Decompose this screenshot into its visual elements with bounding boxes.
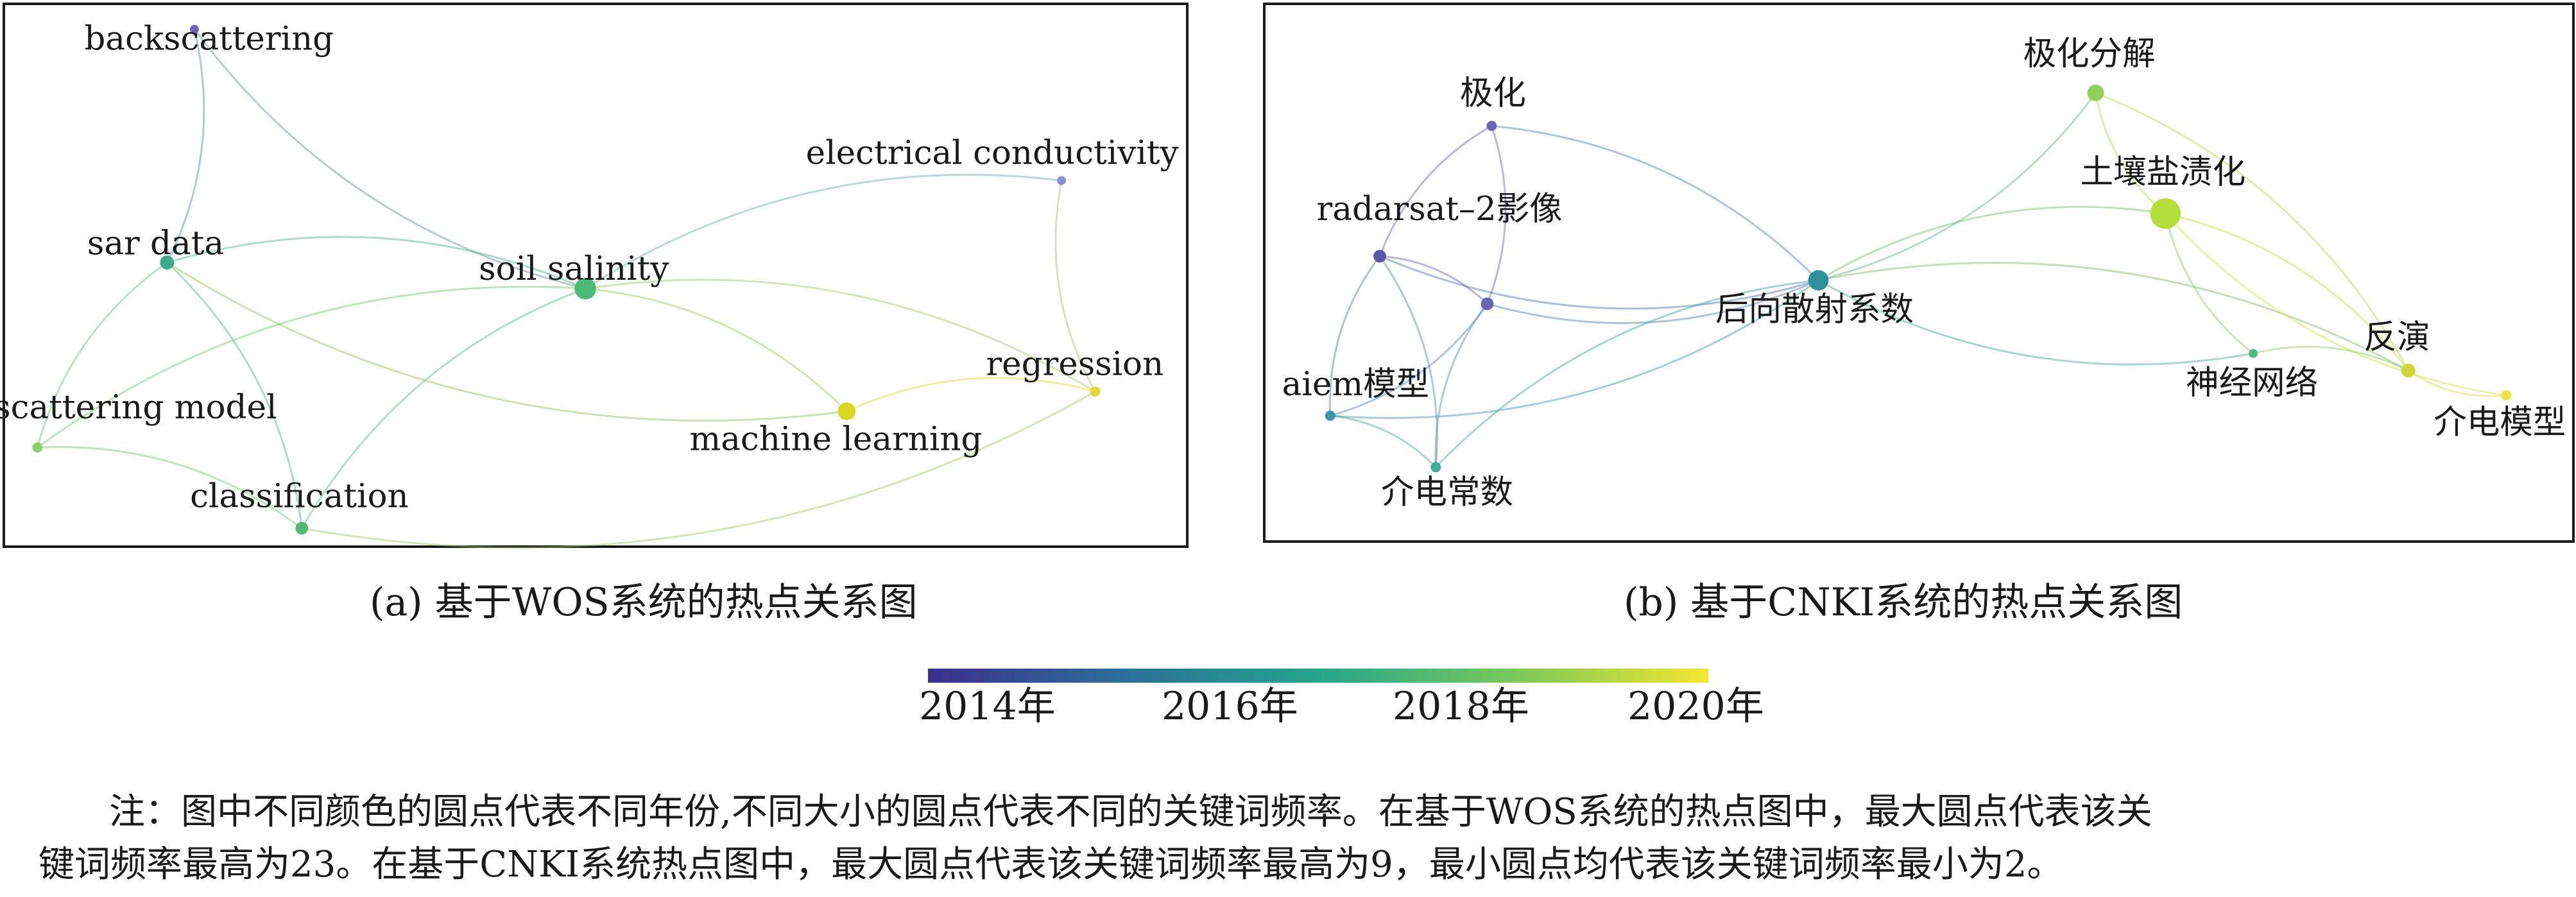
- node-machine_learning[interactable]: [837, 402, 856, 420]
- edge-radarsat-aiem: [1328, 255, 1381, 416]
- edge-soil_salinity-electrical_conductivity: [585, 173, 1062, 290]
- figure-note: 注：图中不同颜色的圆点代表不同年份,不同大小的圆点代表不同的关键词频率。在基于W…: [39, 786, 2541, 891]
- node-label-machine_learning: machine learning: [689, 420, 982, 458]
- node-jiedian_moxing[interactable]: [2501, 390, 2512, 401]
- edge-sar_data-scattering_model: [36, 261, 168, 448]
- node-label-jiedian_changshu: 介电常数: [1381, 474, 1513, 512]
- node-jihua[interactable]: [1486, 121, 1497, 132]
- node-label-sar_data: sar data: [87, 224, 224, 262]
- node-label-houxiang: 后向散射系数: [1715, 290, 1914, 329]
- edge-electrical_conductivity-regression: [1054, 180, 1096, 392]
- node-aiem[interactable]: [1325, 410, 1335, 421]
- node-label-radarsat: radarsat–2影像: [1317, 190, 1563, 228]
- colorbar-tick-2018: 2018年: [1393, 684, 1529, 729]
- edge-unlabeled-aiem: [1330, 303, 1488, 417]
- edge-soil_salinity-regression: [585, 278, 1096, 393]
- edge-radarsat-unlabeled: [1379, 255, 1488, 305]
- edge-soil_salinity-scattering_model: [37, 286, 586, 448]
- node-shenjing[interactable]: [2249, 348, 2258, 358]
- edge-soil_salinity-classification: [301, 287, 586, 529]
- node-jiedian_changshu[interactable]: [1430, 462, 1441, 473]
- edge-machine_learning-regression: [846, 377, 1095, 413]
- node-label-regression: regression: [986, 345, 1164, 384]
- edge-fanyan-jiedian_moxing: [2407, 370, 2507, 397]
- edge-jihua_fenjie-turang: [2094, 92, 2167, 215]
- edge-radarsat-jiedian_changshu: [1378, 255, 1438, 468]
- edge-houxiang-shenjing: [1817, 279, 2254, 366]
- edge-jihua-radarsat: [1378, 124, 1493, 257]
- node-backscattering[interactable]: [190, 24, 199, 34]
- node-unlabeled[interactable]: [1481, 297, 1494, 311]
- edge-scattering_model-classification: [37, 446, 303, 529]
- edges: [1328, 92, 2507, 468]
- colorbar-tick-2014: 2014年: [919, 684, 1056, 729]
- node-electrical_conductivity[interactable]: [1057, 176, 1067, 185]
- edges: [36, 28, 1096, 549]
- node-label-fanyan: 反演: [2364, 318, 2430, 357]
- node-label-scattering_model: scattering model: [0, 388, 277, 427]
- colorbar-tick-2016: 2016年: [1162, 684, 1298, 729]
- edge-aiem-houxiang: [1330, 279, 1819, 419]
- panel-wos-network: backscattering sar data soil salinity elect…: [0, 3, 1189, 549]
- node-label-soil_salinity: soil salinity: [479, 250, 669, 288]
- node-scattering_model[interactable]: [32, 442, 43, 453]
- node-label-shenjing: 神经网络: [2186, 364, 2318, 402]
- node-soil_salinity[interactable]: [574, 277, 596, 300]
- edge-backscattering-sar_data: [166, 29, 205, 263]
- edge-sar_data-soil_salinity: [166, 235, 586, 290]
- edge-backscattering-soil_salinity: [193, 28, 586, 290]
- node-radarsat[interactable]: [1373, 250, 1386, 263]
- node-label-electrical_conductivity: electrical conductivity: [806, 134, 1179, 173]
- node-regression[interactable]: [1090, 386, 1101, 397]
- edge-soil_salinity-machine_learning: [585, 287, 848, 413]
- node-label-jiedian_moxing: 介电模型: [2434, 404, 2566, 442]
- node-label-aiem: aiem模型: [1282, 365, 1429, 404]
- edge-turang-jiedian_moxing: [2165, 212, 2507, 397]
- caption-wos: (a) 基于WOS系统的热点关系图: [370, 580, 918, 625]
- node-label-turang: 土壤盐渍化: [2081, 153, 2246, 191]
- note-line-1: 注：图中不同颜色的圆点代表不同年份,不同大小的圆点代表不同的关键词频率。在基于W…: [109, 791, 2152, 833]
- node-label-backscattering: backscattering: [84, 19, 334, 58]
- edge-classification-regression: [302, 390, 1096, 549]
- node-jihua_fenjie[interactable]: [2087, 84, 2104, 101]
- colorbar-tick-2020: 2020年: [1627, 684, 1764, 729]
- node-fanyan[interactable]: [2401, 363, 2416, 378]
- wos-network-graph: backscattering sar data soil salinity elect…: [0, 19, 1179, 549]
- node-label-jihua_fenjie: 极化分解: [2023, 35, 2155, 73]
- node-houxiang[interactable]: [1808, 270, 1829, 291]
- node-label-classification: classification: [190, 477, 409, 516]
- caption-cnki: (b) 基于CNKI系统的热点关系图: [1624, 580, 2183, 625]
- panel-cnki-network: 极化 极化分解土壤盐渍化 radarsat–2影像后向散射系数反演神经网络 aiem模…: [1263, 3, 2575, 543]
- edge-unlabeled-jiedian_changshu: [1434, 303, 1488, 468]
- note-line-2: 键词频率最高为23。在基于CNKI系统热点图中，最大圆点代表该关键词频率最高为9…: [39, 844, 2063, 885]
- node-classification[interactable]: [295, 522, 309, 535]
- edge-sar_data-classification: [166, 262, 303, 529]
- edge-houxiang-fanyan: [1818, 262, 2409, 372]
- node-label-jihua: 极化: [1460, 74, 1526, 113]
- edge-turang-shenjing: [2164, 213, 2254, 354]
- edge-houxiang-jihua_fenjie: [1818, 92, 2097, 282]
- edge-jihua_fenjie-fanyan: [2095, 92, 2409, 372]
- edge-turang-fanyan: [2165, 212, 2409, 372]
- edge-jiedian_changshu-houxiang: [1435, 279, 1819, 468]
- edge-aiem-jiedian_changshu: [1330, 414, 1437, 468]
- node-sar_data[interactable]: [160, 255, 175, 270]
- edge-radarsat-houxiang: [1379, 255, 1819, 310]
- edge-houxiang-turang: [1817, 205, 2166, 282]
- edge-jihua-unlabeled: [1486, 125, 1507, 305]
- year-colorbar: [928, 669, 1708, 683]
- edge-shenjing-fanyan: [2253, 345, 2409, 372]
- edge-jihua-houxiang: [1491, 124, 1819, 281]
- edge-sar_data-machine_learning: [166, 261, 847, 422]
- node-turang[interactable]: [2150, 198, 2181, 229]
- edge-unlabeled-houxiang: [1487, 279, 1819, 324]
